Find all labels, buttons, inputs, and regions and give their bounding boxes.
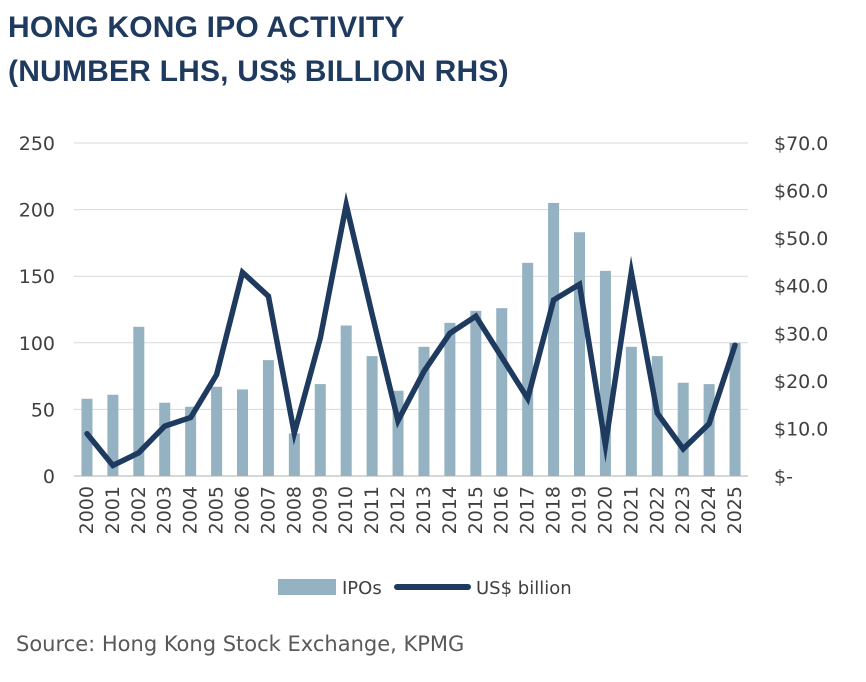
bar-ipos-2002	[133, 326, 145, 476]
x-tick-label: 2022	[646, 486, 668, 534]
right-axis-ticks: $- $10.0 $20.0 $30.0 $40.0 $50.0 $60.0 $70.0	[774, 133, 828, 488]
bar-ipos-2019	[574, 232, 585, 476]
x-tick-label: 2023	[672, 486, 694, 534]
bar-ipos-2008	[288, 433, 300, 476]
bar-ipos-2020	[599, 270, 611, 476]
chart: 0 50 100 150 200 250 $- $10.0 $20.0 $30.0 $40.0 $5…	[19, 133, 829, 599]
x-tick-label: 2021	[620, 486, 642, 534]
x-tick-label: 2007	[257, 486, 279, 534]
x-tick-label: 2003	[154, 486, 176, 534]
bar-ipos-2011	[366, 356, 378, 476]
bar-ipos-2003	[159, 402, 171, 476]
bar-ipos-2007	[262, 360, 274, 476]
bar-ipos-2004	[185, 406, 197, 476]
x-tick-label: 2017	[517, 486, 539, 534]
chart-title-line2: (NUMBER LHS, US$ BILLION RHS)	[8, 55, 509, 88]
bar-ipos-2016	[496, 308, 508, 476]
legend: IPOs US$ billion	[278, 578, 572, 599]
left-tick-label: 150	[19, 266, 55, 288]
right-tick-label: $40.0	[774, 276, 828, 298]
gridlines	[74, 142, 748, 477]
line-us-billion	[84, 191, 738, 469]
bar-ipos-2010	[340, 325, 352, 476]
x-tick-label: 2012	[387, 486, 409, 534]
bars-ipos	[81, 202, 741, 476]
x-tick-label: 2011	[361, 486, 383, 534]
chart-title: HONG KONG IPO ACTIVITY (NUMBER LHS, US$ …	[8, 6, 509, 94]
left-tick-label: 0	[43, 466, 55, 488]
bar-ipos-2015	[470, 310, 482, 476]
line-us-billion-path	[84, 191, 738, 469]
x-tick-label: 2015	[465, 486, 487, 534]
x-tick-label: 2013	[413, 486, 435, 534]
right-tick-label: $70.0	[774, 133, 828, 155]
left-tick-label: 200	[19, 200, 55, 222]
x-tick-label: 2004	[180, 486, 202, 534]
bar-ipos-2023	[677, 382, 689, 476]
bar-ipos-2009	[314, 384, 326, 476]
bar-ipos-2025	[729, 342, 741, 476]
x-tick-label: 2006	[232, 486, 254, 534]
bar-ipos-2012	[392, 390, 404, 476]
x-tick-label: 2010	[335, 486, 357, 534]
x-axis-ticks: 2000 2001 2002 2003 2004 2005 2006 2007 2008 2009…	[76, 486, 746, 534]
left-tick-label: 100	[19, 333, 55, 355]
x-tick-label: 2025	[724, 486, 746, 534]
right-tick-label: $20.0	[774, 371, 828, 393]
right-tick-label: $60.0	[774, 181, 828, 203]
bar-ipos-2024	[703, 384, 715, 476]
x-tick-label: 2008	[283, 486, 305, 534]
bar-ipos-2017	[522, 262, 534, 476]
x-tick-label: 2000	[76, 486, 98, 534]
source-note: Source: Hong Kong Stock Exchange, KPMG	[16, 632, 465, 656]
chart-title-line1: HONG KONG IPO ACTIVITY	[8, 11, 405, 44]
legend-label-us-billion: US$ billion	[476, 578, 572, 599]
right-tick-label: $10.0	[774, 418, 828, 440]
x-tick-label: 2002	[128, 486, 150, 534]
x-tick-label: 2020	[594, 486, 616, 534]
x-tick-label: 2019	[569, 486, 591, 534]
x-tick-label: 2016	[491, 486, 513, 534]
legend-swatch-ipos	[278, 579, 336, 595]
x-tick-label: 2024	[698, 486, 720, 534]
bar-ipos-2014	[444, 322, 456, 476]
left-axis-ticks: 0 50 100 150 200 250	[19, 133, 55, 488]
x-tick-label: 2005	[206, 486, 228, 534]
right-tick-label: $30.0	[774, 323, 828, 345]
right-tick-label: $-	[774, 466, 793, 488]
bar-ipos-2006	[237, 389, 248, 476]
x-tick-label: 2018	[543, 486, 565, 534]
left-tick-label: 50	[31, 399, 55, 421]
bar-ipos-2005	[211, 386, 223, 476]
bar-ipos-2013	[418, 346, 430, 476]
x-tick-label: 2014	[439, 486, 461, 534]
bar-ipos-2018	[548, 202, 560, 476]
bar-ipos-2021	[625, 346, 637, 476]
legend-label-ipos: IPOs	[342, 578, 382, 599]
bar-ipos-2001	[107, 394, 119, 476]
right-tick-label: $50.0	[774, 228, 828, 250]
x-tick-label: 2001	[102, 486, 124, 534]
x-tick-label: 2009	[309, 486, 331, 534]
left-tick-label: 250	[19, 133, 55, 155]
